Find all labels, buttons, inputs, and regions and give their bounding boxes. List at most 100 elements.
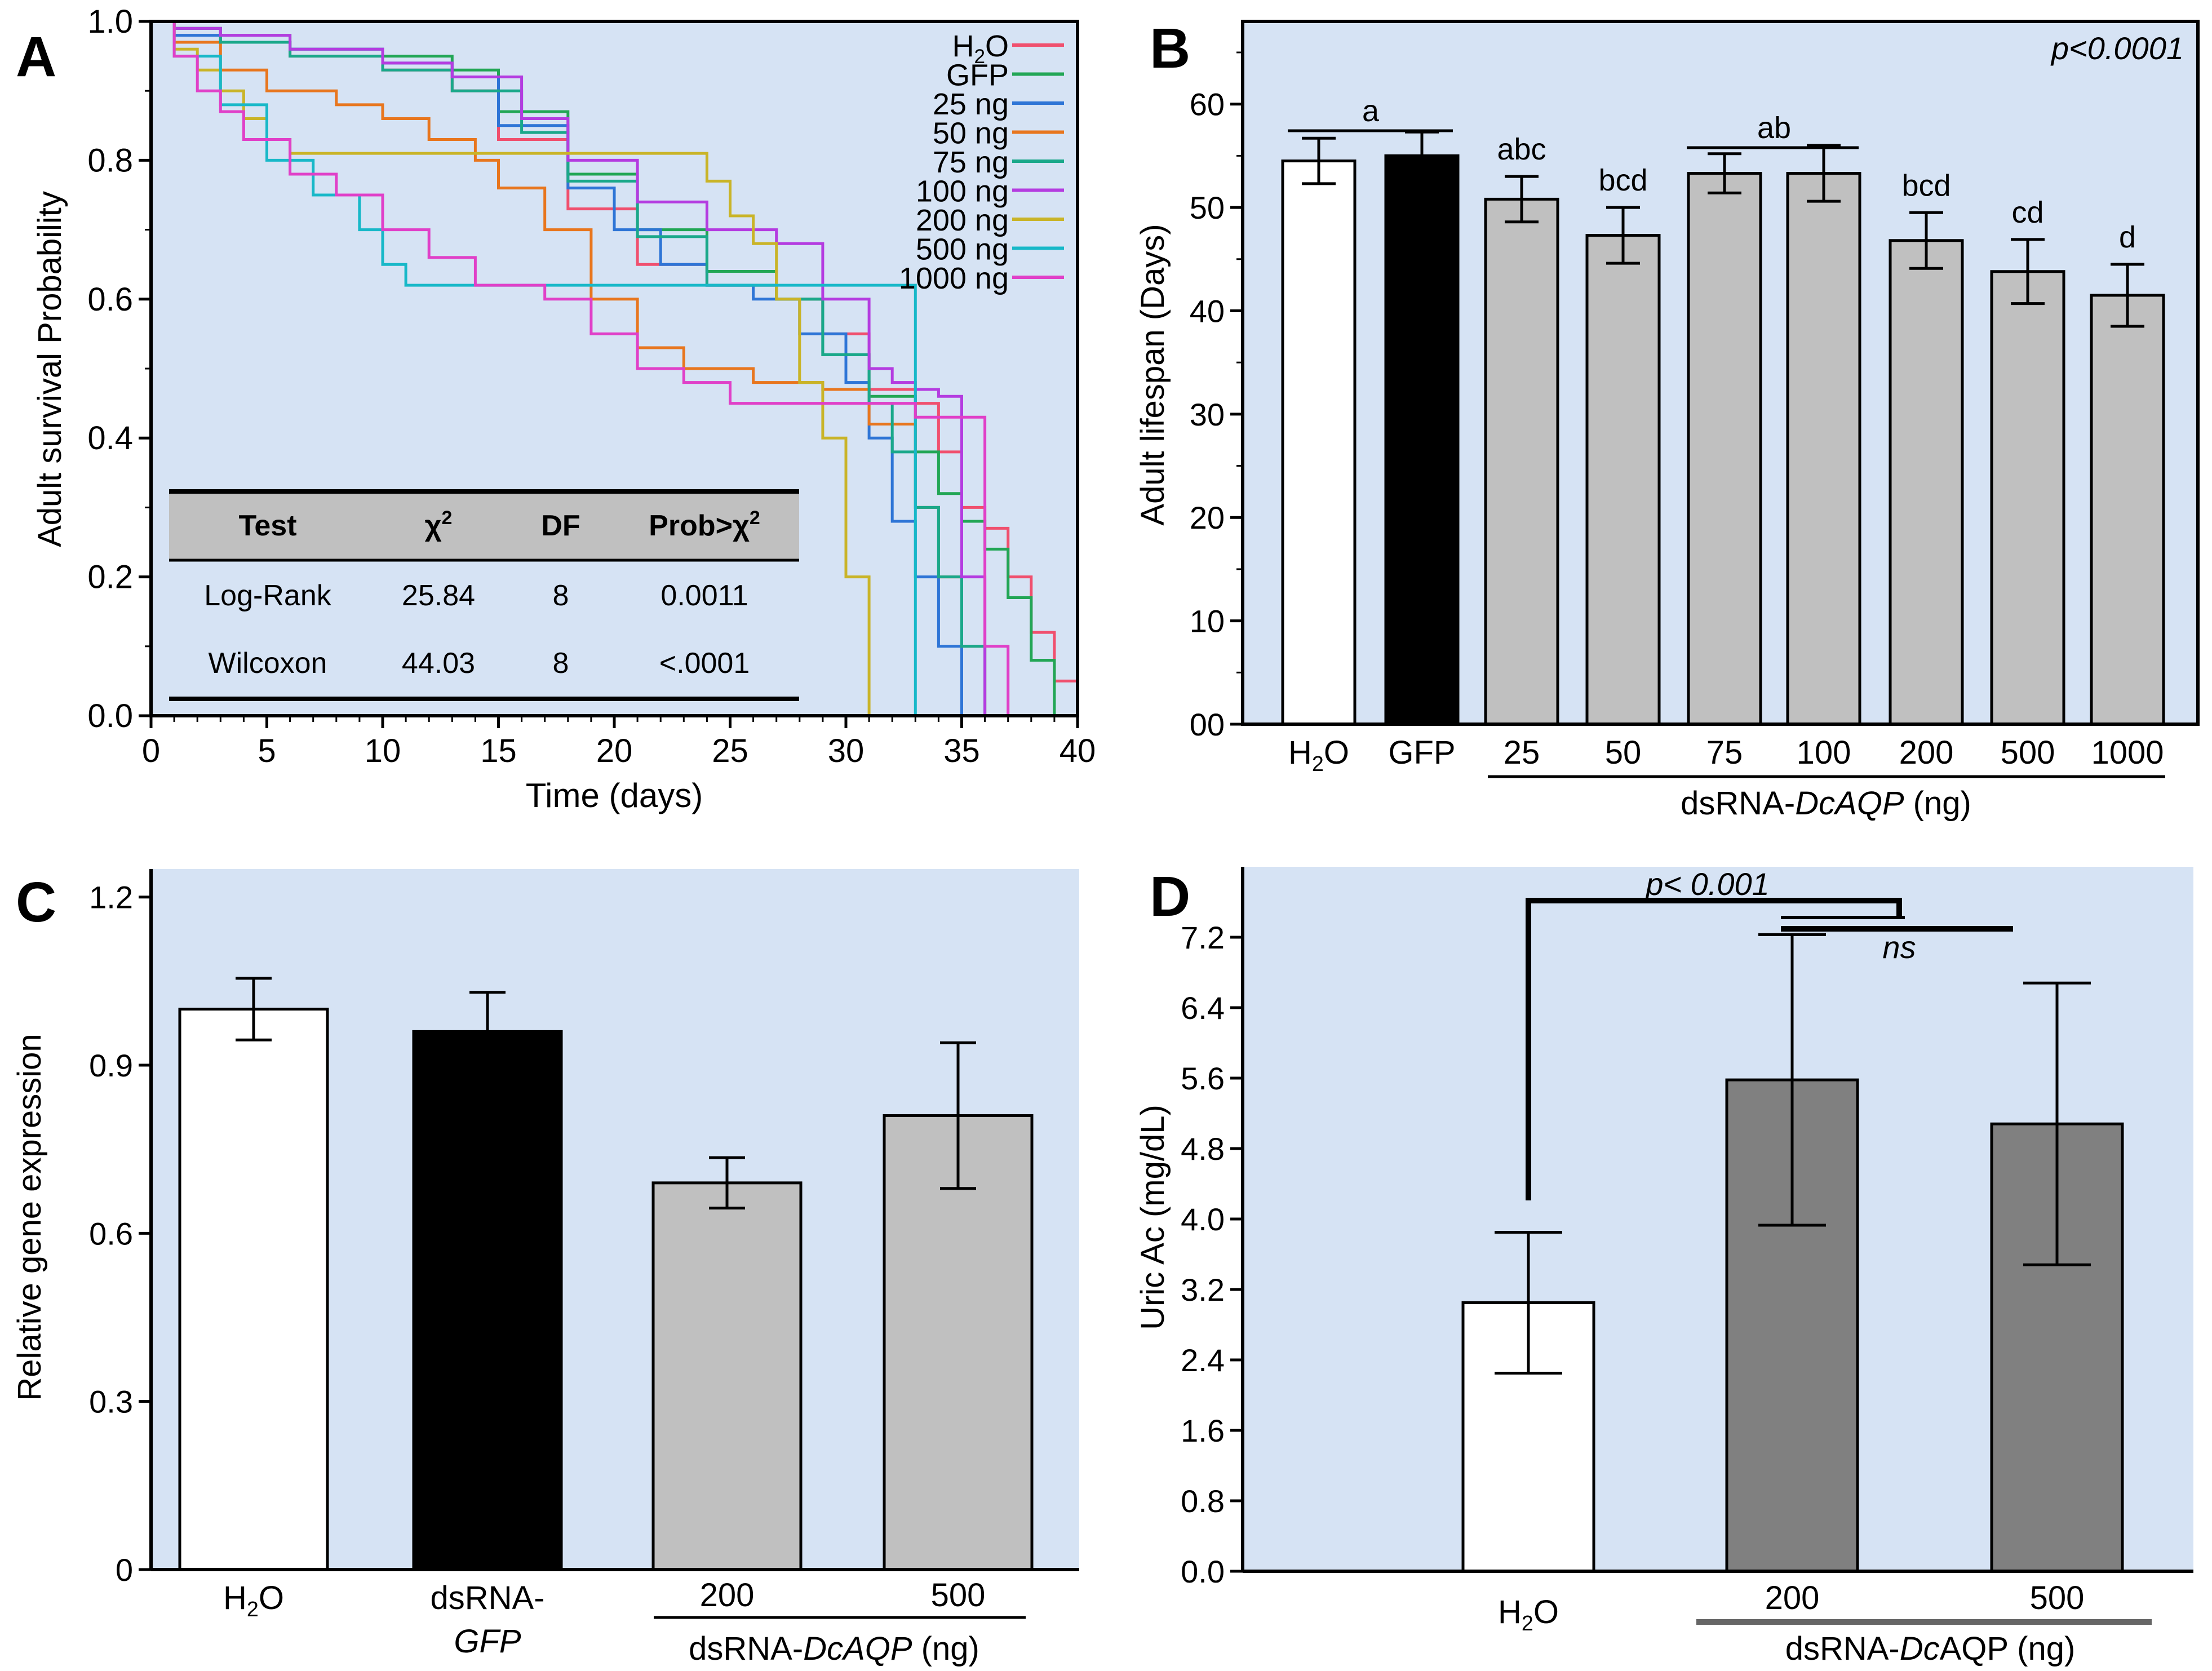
table-cell: 8 <box>553 579 569 612</box>
legend-label: 50 ng <box>933 117 1009 150</box>
legend-label: 25 ng <box>933 87 1009 121</box>
survival-line-1000-ng <box>151 20 1010 716</box>
y-tick-label: 0.4 <box>87 420 133 456</box>
x-category-label: dsRNA- <box>430 1580 544 1616</box>
y-tick-label: 4.0 <box>1181 1202 1225 1237</box>
y-tick-label: 1.2 <box>89 880 133 915</box>
y-tick-label: 0.9 <box>89 1048 133 1083</box>
bar-gfp <box>1384 154 1460 726</box>
legend-label: 500 ng <box>916 233 1009 267</box>
table-header-cell: χ2 <box>425 507 453 542</box>
bar-h2o <box>178 1008 329 1571</box>
table-cell: 44.03 <box>402 647 475 680</box>
x-category-label: 500 <box>2030 1580 2085 1616</box>
group-label: dsRNA-DcAQP (ng) <box>1681 785 1971 822</box>
y-tick-label: 2.4 <box>1181 1342 1225 1378</box>
bar-dsrna-gfp <box>412 1030 563 1571</box>
group-label: dsRNA-DcAQP (ng) <box>1785 1630 2076 1667</box>
y-axis-title: Adult survival Probability <box>32 191 68 547</box>
x-tick-label: 25 <box>712 733 748 769</box>
comparison-label: ns <box>1882 929 1916 965</box>
significance-letter: bcd <box>1901 169 1951 202</box>
panel-b-lifespan-chart: 00 10 20 30 40 50 60 p<0.0001 a ab abc bcd bcd cd d H2O… <box>1134 20 2200 822</box>
significance-letter: ab <box>1757 111 1791 145</box>
panel-b-frame <box>1241 20 2200 726</box>
group-label: dsRNA-DcAQP (ng) <box>689 1630 979 1667</box>
y-tick-label: 10 <box>1190 604 1225 639</box>
bar-200 <box>1889 239 1964 726</box>
x-tick-label: 0 <box>142 733 160 769</box>
panel-letter-B: B <box>1150 17 1190 80</box>
legend-label: 200 ng <box>916 203 1009 237</box>
y-axis-title: Adult lifespan (Days) <box>1134 224 1171 525</box>
x-category-label: 100 <box>1797 734 1851 771</box>
table-header-cell: Test <box>238 509 296 542</box>
bar-h2o <box>1281 159 1357 726</box>
x-category-label: 500 <box>931 1577 986 1614</box>
legend-label: GFP <box>946 59 1009 92</box>
x-category-label: H2O <box>1288 734 1349 775</box>
y-tick-label: 0 <box>116 1552 133 1588</box>
x-category-label: GFP <box>1388 734 1455 771</box>
panel-a-plot-background <box>151 21 1078 716</box>
y-tick-label: 0.3 <box>89 1384 133 1420</box>
x-tick-label: 20 <box>596 733 633 769</box>
legend-label: H2O <box>952 29 1009 68</box>
significance-letter: cd <box>2011 196 2043 229</box>
bar-50 <box>1585 234 1661 726</box>
table-cell: 0.0011 <box>661 579 748 612</box>
significance-letter: d <box>2119 220 2136 254</box>
panel-letter-D: D <box>1150 865 1190 928</box>
y-tick-label: 40 <box>1190 293 1225 329</box>
y-tick-label: 30 <box>1190 397 1225 432</box>
panel-letter-C: C <box>16 871 56 934</box>
panel-letter-A: A <box>16 25 56 88</box>
y-tick-label: 00 <box>1190 707 1225 742</box>
x-category-label: 25 <box>1504 734 1540 771</box>
y-tick-label: 4.8 <box>1181 1131 1225 1167</box>
y-tick-label: 6.4 <box>1181 990 1225 1026</box>
y-tick-label: 20 <box>1190 500 1225 535</box>
x-category-label: 200 <box>1899 734 1954 771</box>
x-tick-label: 35 <box>943 733 980 769</box>
y-tick-label: 0.8 <box>1181 1483 1225 1519</box>
table-header-cell: DF <box>541 509 580 542</box>
x-category-label: 200 <box>700 1577 755 1614</box>
bar-1000 <box>2090 294 2165 726</box>
x-category-label: 1000 <box>2091 734 2164 771</box>
table-cell: Wilcoxon <box>209 647 327 680</box>
y-tick-label: 0.2 <box>87 559 133 596</box>
x-tick-label: 40 <box>1060 733 1096 769</box>
x-category-label: GFP <box>454 1623 521 1660</box>
bar-75 <box>1687 172 1762 726</box>
x-tick-label: 10 <box>365 733 401 769</box>
table-header-cell: Prob>χ2 <box>649 507 760 542</box>
x-tick-label: 30 <box>828 733 865 769</box>
y-tick-label: 7.2 <box>1181 920 1225 955</box>
bar-200 <box>651 1181 803 1571</box>
bar-25 <box>1484 197 1559 726</box>
legend-label: 75 ng <box>933 145 1009 179</box>
y-tick-label: 0.8 <box>87 142 133 179</box>
x-axis-title: Time (days) <box>526 777 703 814</box>
comparison-bracket-main <box>1526 898 1902 1200</box>
significance-letter: a <box>1362 94 1380 128</box>
table-cell: 8 <box>553 647 569 680</box>
comparison-label: p< 0.001 <box>1644 866 1770 902</box>
p-value-annotation: p<0.0001 <box>2050 30 2184 66</box>
table-cell: <.0001 <box>659 647 750 680</box>
legend-label: 1000 ng <box>899 261 1009 295</box>
y-tick-label: 3.2 <box>1181 1272 1225 1307</box>
x-category-label: 50 <box>1605 734 1642 771</box>
significance-letter: abc <box>1497 132 1546 166</box>
x-category-label: 500 <box>2001 734 2055 771</box>
bar-100 <box>1786 172 1861 726</box>
panel-c-expression-chart: 0 0.3 0.6 0.9 1.2 H2O dsRNA- GFP 200 500 dsRNA-DcA… <box>11 869 1079 1667</box>
y-tick-label: 0.6 <box>87 281 133 318</box>
x-tick-label: 5 <box>258 733 276 769</box>
x-category-label: 75 <box>1706 734 1743 771</box>
y-tick-label: 1.6 <box>1181 1413 1225 1448</box>
significance-letter: bcd <box>1598 163 1647 197</box>
table-cell: 25.84 <box>402 579 475 612</box>
